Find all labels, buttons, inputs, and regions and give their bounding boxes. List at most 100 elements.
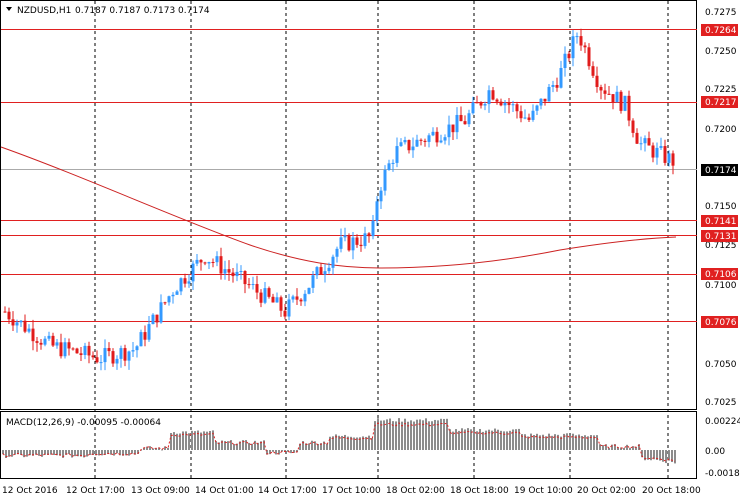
candle-body — [399, 142, 403, 147]
candle-body — [343, 235, 347, 238]
macd-bar — [470, 429, 472, 450]
macd-bar — [170, 433, 172, 450]
time-label: 13 Oct 09:00 — [131, 486, 190, 496]
macd-bar — [581, 435, 583, 450]
chart-symbol: NZDUSD,H1 — [17, 6, 71, 16]
candle-body — [39, 342, 43, 345]
candle-body — [551, 85, 555, 87]
macd-bar — [29, 450, 31, 456]
macd-bar — [521, 434, 523, 450]
macd-bar — [662, 450, 664, 462]
macd-bar — [119, 450, 121, 456]
macd-bar — [653, 450, 655, 460]
macd-bar — [611, 444, 613, 450]
candle-body — [159, 302, 163, 323]
macd-bar — [539, 435, 541, 450]
dropdown-triangle-icon[interactable] — [6, 7, 12, 11]
candle-body — [459, 114, 463, 122]
macd-bar — [422, 420, 424, 450]
macd-bar — [437, 420, 439, 450]
macd-bar — [341, 435, 343, 450]
level-label: 0.7076 — [705, 318, 737, 328]
moving-average-line — [0, 146, 677, 269]
macd-bar — [515, 429, 517, 450]
time-label: 20 Oct 02:00 — [577, 486, 636, 496]
macd-bar — [425, 418, 427, 450]
candle-body — [299, 299, 303, 302]
candle-body — [563, 53, 567, 69]
candle-body — [63, 342, 67, 357]
candle-body — [127, 351, 131, 361]
candle-body — [667, 153, 671, 163]
macd-bar — [284, 450, 286, 452]
candle-body — [587, 47, 591, 67]
macd-bar — [578, 434, 580, 450]
candle-body — [15, 322, 19, 326]
candle-body — [371, 220, 375, 237]
macd-bar — [86, 450, 88, 457]
candle-body — [163, 302, 167, 304]
macd-bar — [137, 450, 139, 454]
level-label-bg — [701, 316, 738, 328]
macd-bar — [248, 442, 250, 450]
macd-bar — [101, 450, 103, 456]
level-label-bg — [701, 96, 738, 108]
macd-bar — [533, 434, 535, 450]
macd-bar — [590, 435, 592, 450]
macd-bar — [269, 450, 271, 455]
candle-body — [451, 124, 455, 133]
candle-body — [235, 271, 239, 277]
macd-bar — [65, 450, 67, 455]
macd-bar — [473, 428, 475, 450]
macd-bar — [383, 420, 385, 450]
macd-tick: -0.00186 — [705, 469, 740, 479]
macd-bar — [11, 450, 13, 457]
candle-body — [555, 85, 559, 88]
macd-bar — [356, 437, 358, 450]
candle-body — [479, 102, 483, 106]
macd-bar — [527, 436, 529, 450]
candle-body — [663, 146, 667, 163]
candle-body — [647, 138, 651, 146]
macd-bar — [572, 433, 574, 450]
candle-body — [579, 36, 583, 46]
candle-body — [467, 113, 471, 125]
macd-bar — [314, 441, 316, 450]
macd-bar — [329, 436, 331, 450]
macd-bar — [179, 433, 181, 450]
candle-body — [195, 259, 199, 264]
level-label-bg — [701, 268, 738, 280]
macd-bar — [263, 440, 265, 450]
candles[interactable] — [3, 28, 675, 371]
macd-bar — [644, 450, 646, 461]
macd-bar — [656, 450, 658, 460]
price-tick: 0.7050 — [705, 360, 737, 370]
candle-body — [583, 45, 587, 48]
candle-body — [51, 335, 55, 346]
candle-body — [635, 132, 639, 144]
candle-body — [671, 153, 675, 166]
macd-bar — [71, 450, 73, 458]
macd-bar — [506, 431, 508, 450]
ohlc-values: 0.7187 0.7187 0.7173 0.7174 — [75, 6, 210, 16]
macd-bar — [173, 432, 175, 450]
candle-body — [219, 256, 223, 274]
macd-bar — [203, 431, 205, 450]
macd-bar — [479, 428, 481, 450]
candle-body — [267, 288, 271, 297]
candle-body — [599, 86, 603, 91]
macd-bar — [242, 440, 244, 450]
macd-bar — [299, 443, 301, 450]
macd-tick: 0.00 — [705, 447, 725, 457]
macd-bar — [149, 446, 151, 450]
candle-body — [203, 262, 207, 264]
macd-bar — [398, 418, 400, 450]
candle-body — [395, 146, 399, 163]
candle-body — [411, 146, 415, 151]
macd-bar — [404, 418, 406, 450]
macd-bar — [467, 428, 469, 450]
candle-body — [515, 104, 519, 112]
macd-bar — [167, 447, 169, 450]
